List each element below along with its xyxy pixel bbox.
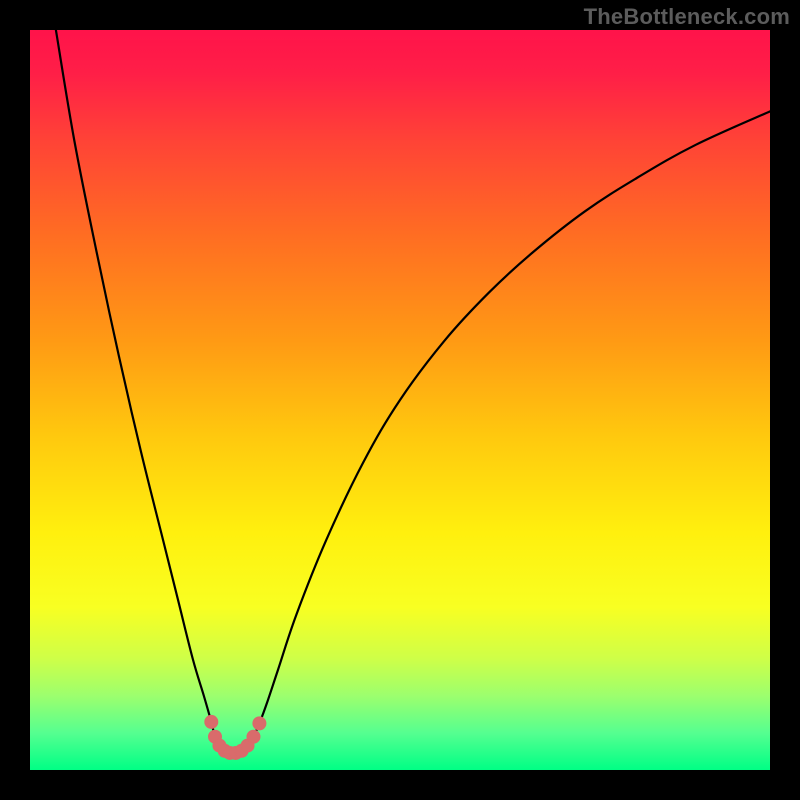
plot-area — [30, 30, 770, 770]
marker-point — [253, 717, 266, 730]
curve-path — [56, 30, 770, 753]
marker-point — [205, 715, 218, 728]
bottleneck-curve — [30, 30, 770, 770]
markers-group — [205, 715, 266, 759]
marker-point — [247, 730, 260, 743]
chart-container: TheBottleneck.com — [0, 0, 800, 800]
watermark-text: TheBottleneck.com — [584, 4, 790, 30]
